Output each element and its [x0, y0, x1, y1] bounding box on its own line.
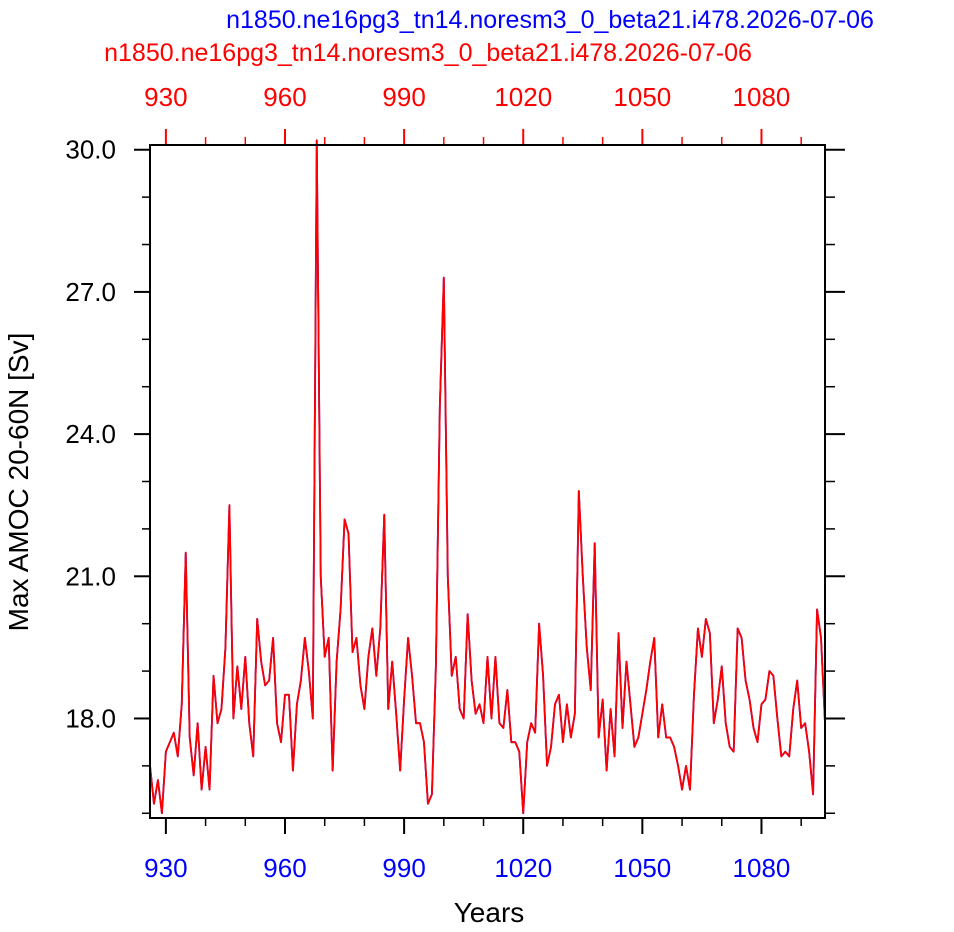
x-tick-label-bottom: 1050: [613, 853, 671, 883]
x-tick-label-top: 990: [382, 82, 425, 112]
y-tick-label: 27.0: [65, 277, 116, 307]
y-tick-label: 18.0: [65, 703, 116, 733]
series-layer: [149, 139, 826, 815]
series-line-b: [149, 139, 826, 815]
labels-layer: 930 930 960 960 990 990 1020 1020 1050 1050 1080 10…: [65, 82, 790, 883]
y-tick-label: 30.0: [65, 135, 116, 165]
x-tick-label-bottom: 990: [382, 853, 425, 883]
x-tick-label-top: 1050: [613, 82, 671, 112]
y-tick-label: 21.0: [65, 561, 116, 591]
y-tick-label: 24.0: [65, 419, 116, 449]
series-line-a: [149, 139, 826, 815]
ticks-layer: [134, 129, 845, 834]
x-tick-label-top: 1080: [733, 82, 791, 112]
chart-title-bottom: n1850.ne16pg3_tn14.noresm3_0_beta21.i478…: [104, 39, 752, 67]
x-tick-label-top: 960: [263, 82, 306, 112]
chart-title-top: n1850.ne16pg3_tn14.noresm3_0_beta21.i478…: [226, 6, 874, 34]
x-tick-label-bottom: 930: [144, 853, 187, 883]
x-tick-label-bottom: 1020: [494, 853, 552, 883]
x-tick-label-bottom: 1080: [733, 853, 791, 883]
x-tick-label-top: 930: [144, 82, 187, 112]
x-tick-label-top: 1020: [494, 82, 552, 112]
x-axis-title: Years: [454, 897, 525, 928]
y-axis-title: Max AMOC 20-60N [Sv]: [3, 333, 34, 632]
plot-frame: [149, 144, 826, 819]
x-tick-label-bottom: 960: [263, 853, 306, 883]
